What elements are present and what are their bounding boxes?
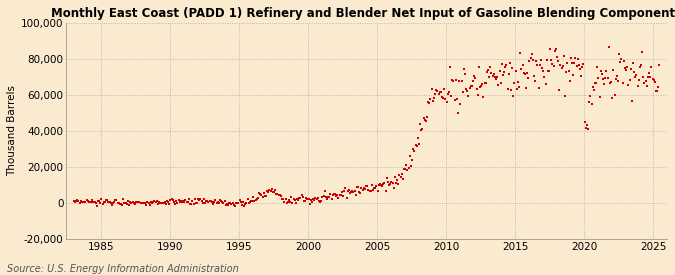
Title: Monthly East Coast (PADD 1) Refinery and Blender Net Input of Gasoline Blending : Monthly East Coast (PADD 1) Refinery and… (51, 7, 675, 20)
Text: Source: U.S. Energy Information Administration: Source: U.S. Energy Information Administ… (7, 264, 238, 274)
Y-axis label: Thousand Barrels: Thousand Barrels (7, 85, 17, 176)
